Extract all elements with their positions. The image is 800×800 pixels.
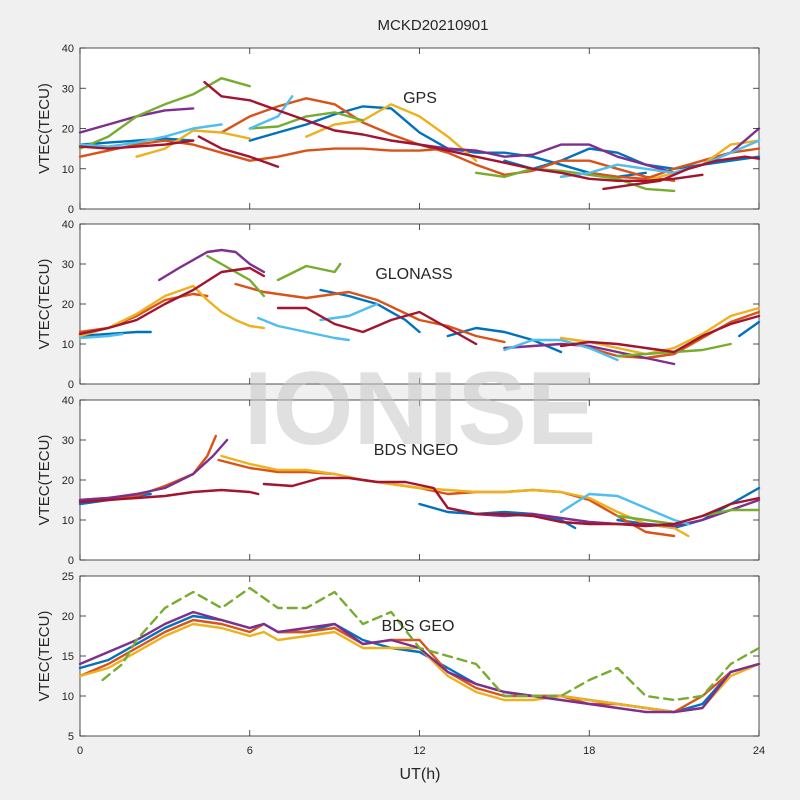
panel-label: BDS GEO <box>382 618 455 635</box>
y-tick-label: 0 <box>68 204 74 216</box>
series-line-4 <box>78 139 449 162</box>
y-tick-label: 10 <box>62 691 74 703</box>
series-line-16 <box>248 95 294 130</box>
y-axis-label: VTEC(TECU) <box>36 259 53 350</box>
panel-label: BDS NGEO <box>374 442 458 459</box>
tick-layer: 5 10 15 20 25 0 6 12 18 24 <box>62 571 765 757</box>
y-tick-label: 0 <box>68 555 74 567</box>
series-line-19 <box>78 266 266 336</box>
y-axis-label: VTEC(TECU) <box>36 83 53 174</box>
series-line-21 <box>602 155 761 191</box>
series-line-5 <box>101 586 761 702</box>
plot-area <box>79 575 760 737</box>
x-axis-label: UT(h) <box>400 766 441 783</box>
series-line-1 <box>78 137 195 146</box>
series-line-12 <box>78 76 252 150</box>
tick-layer: 0 10 20 30 40 <box>62 219 760 391</box>
series-line-2 <box>418 502 577 530</box>
plot-area <box>79 399 760 561</box>
series-line-5 <box>217 458 676 538</box>
y-tick-label: 10 <box>62 339 74 351</box>
series-line-5 <box>220 97 676 183</box>
series-line-6 <box>220 454 690 538</box>
tick-layer: 0 10 20 30 40 <box>62 43 760 216</box>
series-line-17 <box>319 302 379 322</box>
series-line-18 <box>78 139 195 150</box>
y-tick-label: 40 <box>62 395 74 407</box>
y-tick-label: 5 <box>68 731 74 743</box>
series-line-11 <box>78 488 260 504</box>
y-tick-label: 30 <box>62 83 74 95</box>
series-line-6 <box>234 282 506 344</box>
series-line-15 <box>78 123 223 148</box>
tick-layer: 0 10 20 30 40 <box>62 395 760 567</box>
y-tick-label: 20 <box>62 124 74 136</box>
series-line-4 <box>738 320 761 338</box>
series-line-4 <box>78 610 761 714</box>
panel-label: GLONASS <box>375 266 452 283</box>
series-line-8 <box>78 284 266 338</box>
panel-bds-ngeo: 0 10 20 30 40 BDS NGEO VTEC(TECU) <box>36 395 761 567</box>
y-tick-label: 10 <box>62 515 74 527</box>
y-axis-label: VTEC(TECU) <box>36 435 53 526</box>
y-tick-label: 40 <box>62 219 74 231</box>
series-line-19 <box>203 80 704 183</box>
x-tick-label: 24 <box>753 745 765 757</box>
series-layer <box>78 434 761 538</box>
y-axis-label: VTEC(TECU) <box>36 611 53 702</box>
series-line-20 <box>276 306 478 346</box>
series-line-11 <box>503 342 676 366</box>
series-line-12 <box>262 476 761 528</box>
y-tick-label: 20 <box>62 299 74 311</box>
series-line-15 <box>78 332 124 340</box>
series-line-14 <box>474 167 676 193</box>
y-tick-label: 20 <box>62 611 74 623</box>
y-tick-label: 10 <box>62 164 74 176</box>
series-line-18 <box>503 338 619 362</box>
series-layer <box>78 586 761 714</box>
series-line-7 <box>78 438 229 502</box>
series-line-8 <box>305 103 478 162</box>
y-tick-label: 0 <box>68 379 74 391</box>
series-line-20 <box>197 135 280 168</box>
series-line-3 <box>446 326 563 354</box>
series-line-10 <box>157 248 266 282</box>
plot-area <box>79 47 760 210</box>
series-line-13 <box>248 111 365 130</box>
x-tick-label: 12 <box>413 745 425 757</box>
y-tick-label: 25 <box>62 571 74 583</box>
series-layer <box>78 248 761 366</box>
series-line-3 <box>78 622 761 714</box>
series-line-12 <box>206 254 266 298</box>
series-layer <box>78 76 761 193</box>
panel-bds-geo: 5 10 15 20 25 0 6 12 18 24 BDS GEO VTEC(TECU) <box>36 571 765 757</box>
figure-title: MCKD20210901 <box>378 17 489 34</box>
y-tick-label: 30 <box>62 259 74 271</box>
panel-label: GPS <box>403 90 437 107</box>
x-tick-label: 6 <box>247 745 253 757</box>
x-tick-label: 18 <box>583 745 595 757</box>
y-tick-label: 40 <box>62 43 74 55</box>
series-line-16 <box>257 316 350 342</box>
series-line-10 <box>559 492 690 526</box>
x-tick-label: 0 <box>77 745 83 757</box>
y-tick-label: 20 <box>62 475 74 487</box>
series-line-13 <box>276 262 342 282</box>
series-line-7 <box>135 129 252 158</box>
panel-glonass: 0 10 20 30 40 GLONASS VTEC(TECU) <box>36 219 761 391</box>
y-tick-label: 30 <box>62 435 74 447</box>
series-line-21 <box>559 314 761 354</box>
panel-gps: 0 10 20 30 40 GPS VTEC(TECU) <box>36 43 761 216</box>
y-tick-label: 15 <box>62 651 74 663</box>
series-line-17 <box>559 139 761 179</box>
watermark: IONISE <box>244 351 597 467</box>
